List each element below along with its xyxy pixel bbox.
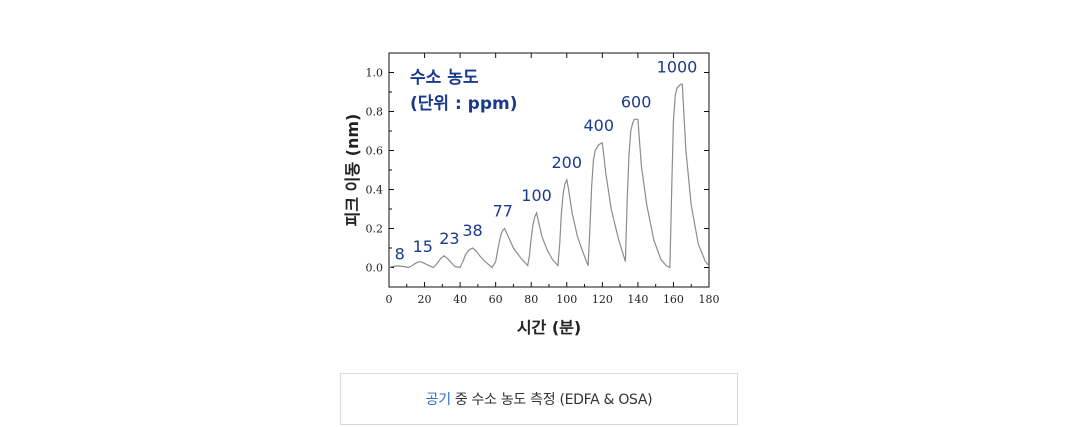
x-tick-label: 140: [627, 293, 648, 306]
x-tick-label: 20: [418, 293, 432, 306]
concentration-label: 1000: [657, 57, 698, 76]
y-tick-label: 0.6: [366, 145, 384, 158]
axis-ticks: [388, 52, 710, 287]
concentration-label: 8: [395, 245, 405, 264]
x-axis-title: 시간 (분): [517, 318, 581, 337]
chart: 0 20 40 60 80 100 120 140 160 180 0.0 0.2 0.4 0.6 0.8 1…: [343, 52, 720, 337]
concentration-label: 600: [621, 93, 652, 112]
concentration-label: 23: [439, 229, 459, 248]
legend-title-line-2: (단위 : ppm): [410, 94, 518, 114]
x-tick-label: 60: [489, 293, 503, 306]
concentration-label: 400: [584, 116, 615, 135]
caption-accent: 공기: [425, 392, 451, 408]
caption-text: 중 수소 농도 측정 (EDFA & OSA): [454, 392, 653, 408]
x-tick-label: 40: [453, 293, 467, 306]
concentration-label: 200: [552, 153, 583, 172]
y-tick-label: 0.4: [366, 184, 384, 197]
y-tick-label: 0.0: [366, 262, 384, 275]
plot-area: [388, 52, 710, 288]
legend-title-line-1: 수소 농도: [410, 68, 479, 88]
x-tick-label: 180: [699, 293, 720, 306]
series-line: [388, 83, 710, 269]
figure-caption: 공기 중 수소 농도 측정 (EDFA & OSA): [340, 373, 738, 425]
y-tick-label: 1.0: [366, 67, 384, 80]
tick-labels: 0 20 40 60 80 100 120 140 160 180 0.0 0.2 0.4 0.6 0.8 1…: [366, 67, 720, 307]
concentration-label: 38: [462, 221, 482, 240]
x-tick-label: 100: [556, 293, 577, 306]
concentration-label: 77: [493, 202, 513, 221]
y-tick-label: 0.2: [366, 223, 384, 236]
y-axis-title: 피크 이동 (nm): [343, 114, 362, 227]
x-tick-label: 80: [524, 293, 538, 306]
concentration-label: 100: [521, 186, 552, 205]
x-tick-label: 120: [592, 293, 613, 306]
y-tick-label: 0.8: [366, 106, 384, 119]
concentration-label: 15: [413, 237, 433, 256]
x-tick-label: 0: [386, 293, 393, 306]
x-tick-label: 160: [663, 293, 684, 306]
